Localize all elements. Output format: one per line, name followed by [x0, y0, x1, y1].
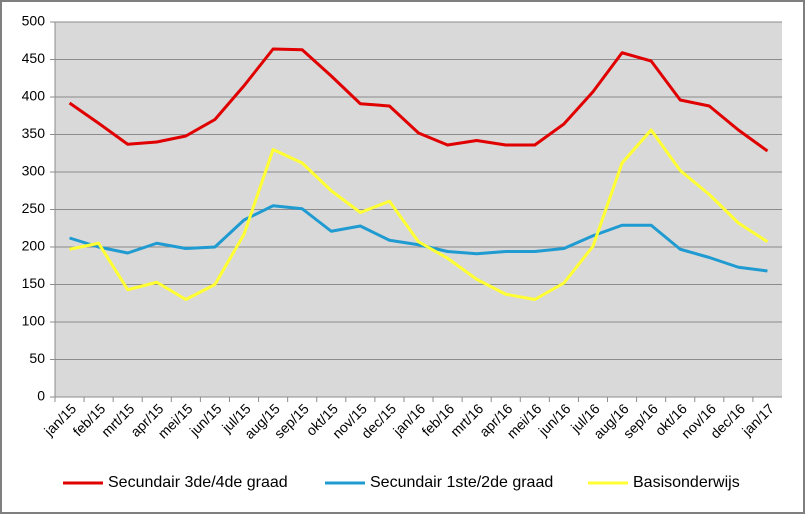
y-tick-label: 250: [22, 200, 46, 216]
y-tick-label: 400: [22, 88, 46, 104]
y-tick-label: 300: [22, 163, 46, 179]
line-series: [68, 47, 769, 153]
y-tick-label: 0: [37, 388, 45, 404]
y-tick-label: 450: [22, 50, 46, 66]
y-tick-label: 50: [29, 350, 45, 366]
y-tick-label: 500: [22, 13, 46, 29]
legend-label: Secundair 1ste/2de graad: [370, 474, 553, 491]
legend-label: Secundair 3de/4de graad: [108, 474, 288, 491]
y-tick-label: 100: [22, 313, 46, 329]
legend-label: Basisonderwijs: [633, 474, 740, 491]
y-tick-label: 350: [22, 125, 46, 141]
y-tick-label: 200: [22, 238, 46, 254]
y-tick-label: 150: [22, 275, 46, 291]
line-series: [69, 128, 769, 301]
line-series: [69, 204, 768, 273]
